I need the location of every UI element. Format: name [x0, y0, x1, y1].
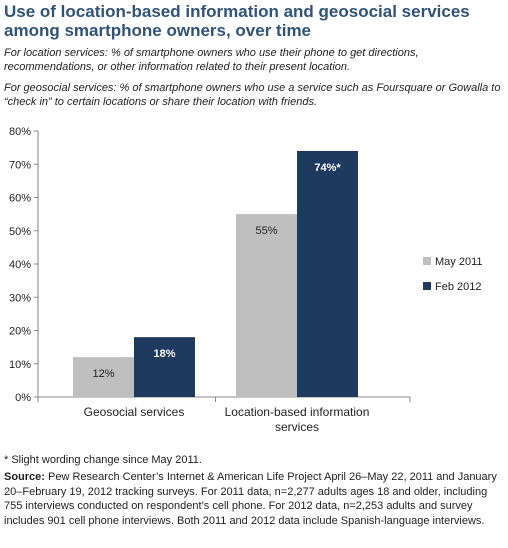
note-location-services: For location services: % of smartphone o…	[4, 47, 419, 73]
x-category-label: Location-based information	[225, 405, 370, 419]
x-category-label: Geosocial services	[84, 405, 185, 419]
legend-label: Feb 2012	[435, 281, 481, 293]
footnote: * Slight wording change since May 2011.	[4, 454, 202, 466]
bar-value-label: 55%	[255, 225, 277, 237]
source-note: Source: Pew Research Center’s Internet &…	[4, 470, 504, 528]
y-tick-label: 30%	[9, 292, 31, 304]
y-tick-label: 50%	[9, 226, 31, 238]
chart-title: Use of location-based information and ge…	[4, 2, 470, 40]
legend-swatch	[423, 257, 431, 265]
legend-label: May 2011	[435, 256, 483, 268]
y-tick-label: 20%	[9, 326, 31, 338]
y-tick-label: 70%	[9, 159, 31, 171]
legend-swatch	[423, 282, 431, 290]
y-tick-label: 80%	[9, 126, 31, 138]
y-tick-label: 0%	[15, 392, 31, 404]
bar-value-label: 18%	[153, 348, 175, 360]
y-tick-label: 10%	[9, 359, 31, 371]
source-text: Pew Research Center’s Internet & America…	[4, 471, 497, 527]
x-category-label: services	[275, 420, 319, 434]
source-label: Source:	[4, 471, 45, 483]
y-tick-label: 40%	[9, 259, 31, 271]
bar-value-label: 12%	[92, 368, 114, 380]
bar-feb-2012	[134, 337, 195, 397]
bar-may-2011	[73, 357, 134, 397]
bar-may-2011	[236, 214, 297, 397]
y-tick-label: 60%	[9, 193, 31, 205]
bar-feb-2012	[297, 150, 358, 397]
bar-value-label: 74%*	[314, 162, 341, 174]
note-geosocial-services: For geosocial services: % of smartphone …	[4, 82, 501, 108]
